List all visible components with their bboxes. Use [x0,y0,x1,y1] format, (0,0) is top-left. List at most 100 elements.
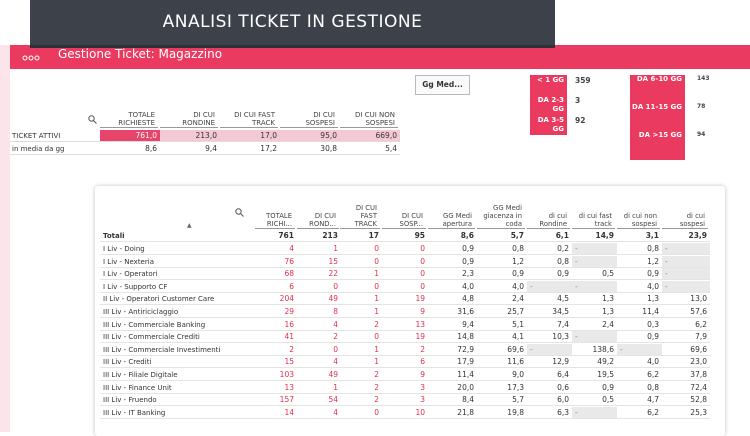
row-cell: 0,5 [572,268,617,281]
search-icon[interactable] [235,208,244,217]
row-cell: 1 [340,344,382,356]
column-header: di cui non sospesi [617,196,660,229]
row-cell: 3 [382,382,428,394]
row-label: I Liv - Supporto CF [100,281,255,293]
row-cell: 2 [340,369,382,381]
summary-cell: 8,6 [100,143,160,155]
row-cell: 4,0 [428,281,477,293]
age-value: 94 [697,131,706,138]
row-label: III Liv - Filiale Digitale [100,369,255,381]
row-cell: - [572,406,617,419]
row-cell: 17,9 [428,356,477,369]
row-cell: 1,2 [617,256,662,268]
row-cell: - [572,280,617,293]
column-header: DI CUI NON SOSPESI [340,106,398,128]
total-cell: 213 [297,230,341,242]
row-cell: 19,5 [572,369,617,381]
age-value: 78 [697,103,706,110]
row-cell: 15 [255,356,297,369]
row-label: III Liv - Commerciale Banking [100,319,255,331]
row-cell: 0 [340,243,382,255]
row-cell: - [662,243,710,255]
search-icon[interactable] [88,115,97,124]
row-cell: 15 [297,256,341,268]
row-cell: 2 [297,331,341,344]
row-cell: 6,2 [662,319,710,331]
row-cell: 157 [255,394,297,407]
row-cell: 37,8 [662,369,710,381]
row-cell: 13 [382,319,428,331]
row-cell: 8 [297,306,341,318]
row-cell: - [527,280,572,293]
row-label: TICKET ATTIVI [10,130,100,142]
age-label: DA 6-10 GG [636,75,682,83]
row-cell: 10,3 [527,331,572,344]
column-header: DI CUI SOSP... [382,196,426,229]
summary-cell: 30,8 [280,143,340,155]
row-cell: 0 [382,268,428,281]
row-cell: 0,9 [428,256,477,268]
row-cell: 6,2 [617,407,662,419]
row-cell: 5,1 [477,319,527,331]
row-cell: 4,7 [617,394,662,407]
age-box [530,75,567,135]
column-header: TOTALE RICHIESTE [100,106,158,128]
row-cell: - [572,255,617,268]
total-cell: 17 [340,230,382,242]
row-cell: 2,3 [428,268,477,281]
side-stripe [0,45,10,432]
row-cell: - [572,331,617,344]
row-cell: 103 [255,369,297,381]
row-cell: 0,2 [527,243,572,255]
row-cell: 68 [255,268,297,281]
column-header: DI CUI SOSPESI [280,106,338,128]
row-label: in media da gg [10,143,100,155]
row-cell: 4 [297,319,341,331]
row-label: III Liv - Commerciale Investimenti [100,344,255,356]
total-cell: 23,9 [662,230,710,242]
row-cell: 11,4 [617,306,662,318]
row-cell: 25,7 [477,306,527,318]
row-cell: 1 [297,243,341,255]
row-cell: 4,0 [477,281,527,293]
row-cell: 0,3 [617,319,662,331]
row-label: I Liv - Nexteria [100,256,255,268]
row-cell: 72,9 [428,344,477,356]
row-cell: 0,8 [527,256,572,268]
age-value: 3 [575,96,581,105]
row-cell: 69,6 [662,344,710,356]
row-label: I Liv - Operatori [100,268,255,281]
row-cell: 16 [255,319,297,331]
age-label: DA 11-15 GG [632,103,682,111]
row-cell: 0 [382,281,428,293]
row-cell: 2,4 [572,319,617,331]
row-cell: 6,3 [527,407,572,419]
dropdown-button[interactable]: Gg Med... [415,75,470,95]
row-cell: 0,6 [527,382,572,394]
row-cell: 31,6 [428,306,477,318]
row-cell: 0 [340,256,382,268]
banner-edge [30,45,555,48]
summary-cell: 213,0 [160,130,220,142]
row-cell: 41 [255,331,297,344]
main-card [95,186,725,436]
row-cell: 34,5 [527,306,572,318]
total-label: Totali [100,230,255,242]
row-cell: 1,3 [572,293,617,306]
summary-cell: 5,4 [340,143,400,155]
total-cell: 95 [382,230,428,242]
row-label: III Liv - Crediti [100,356,255,369]
row-cell: 138,6 [572,344,617,356]
column-header: di cui sospesi [662,196,708,229]
logo [22,55,40,61]
total-cell: 5,7 [477,230,527,242]
column-header: GG Medi apertura [428,196,475,229]
column-header: DI CUI RONDINE [160,106,218,128]
row-cell: 25,3 [662,407,710,419]
row-cell: 1 [340,356,382,369]
row-cell: 0 [382,256,428,268]
row-cell: - [662,280,710,293]
column-header: di cui fast track [572,196,615,229]
age-label: DA >15 GG [638,131,682,139]
